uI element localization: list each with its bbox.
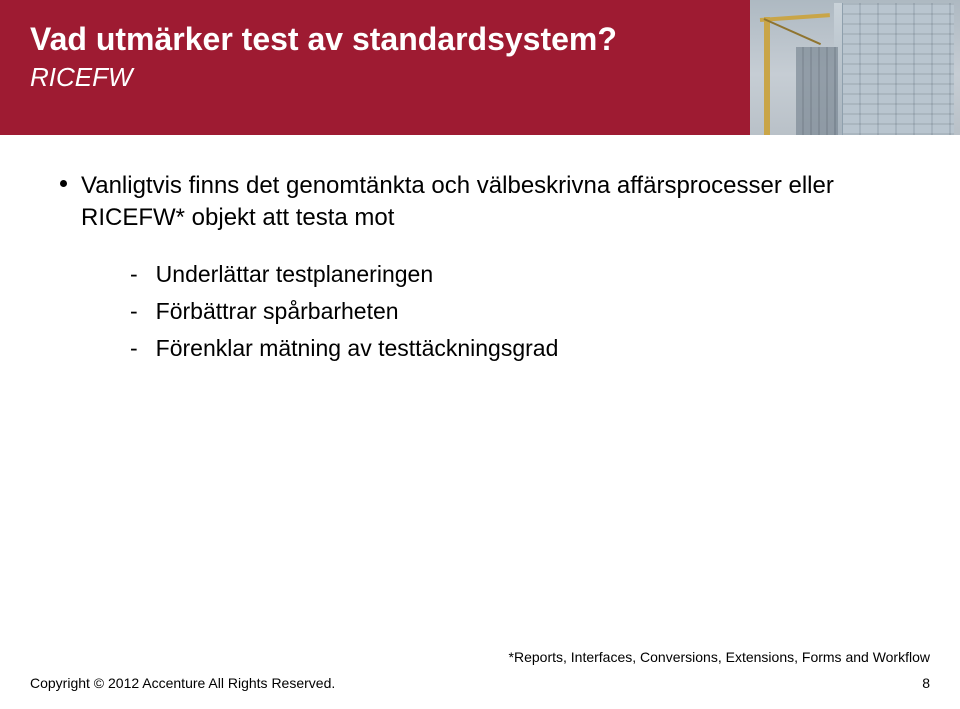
building-main bbox=[842, 3, 954, 135]
crane-diagonal bbox=[764, 18, 821, 45]
sub-bullet-item: - Förenklar mätning av testtäckningsgrad bbox=[130, 333, 900, 364]
copyright-text: Copyright © 2012 Accenture All Rights Re… bbox=[30, 675, 335, 691]
sub-bullet-item: - Förbättrar spårbarheten bbox=[130, 296, 900, 327]
bullet-dot-icon bbox=[60, 180, 67, 187]
header-band: Vad utmärker test av standardsystem? RIC… bbox=[0, 0, 960, 135]
dash-icon: - bbox=[130, 333, 138, 364]
sub-bullet-list: - Underlättar testplaneringen - Förbättr… bbox=[130, 259, 900, 364]
header-photo bbox=[750, 0, 960, 135]
content-area: Vanligtvis finns det genomtänkta och väl… bbox=[60, 170, 900, 370]
bullet-text: Vanligtvis finns det genomtänkta och väl… bbox=[81, 170, 900, 235]
slide-title: Vad utmärker test av standardsystem? bbox=[30, 20, 730, 58]
sub-bullet-text: Förenklar mätning av testtäckningsgrad bbox=[156, 333, 559, 364]
sub-bullet-text: Underlättar testplaneringen bbox=[156, 259, 433, 290]
building-left bbox=[796, 47, 838, 135]
sub-bullet-text: Förbättrar spårbarheten bbox=[156, 296, 399, 327]
bullet-item: Vanligtvis finns det genomtänkta och väl… bbox=[60, 170, 900, 235]
sub-bullet-item: - Underlättar testplaneringen bbox=[130, 259, 900, 290]
page-number: 8 bbox=[922, 675, 930, 691]
slide-subtitle: RICEFW bbox=[30, 62, 730, 93]
footnote-text: *Reports, Interfaces, Conversions, Exten… bbox=[509, 649, 930, 665]
crane-mast bbox=[764, 17, 770, 135]
dash-icon: - bbox=[130, 296, 138, 327]
dash-icon: - bbox=[130, 259, 138, 290]
title-block: Vad utmärker test av standardsystem? RIC… bbox=[30, 20, 730, 93]
